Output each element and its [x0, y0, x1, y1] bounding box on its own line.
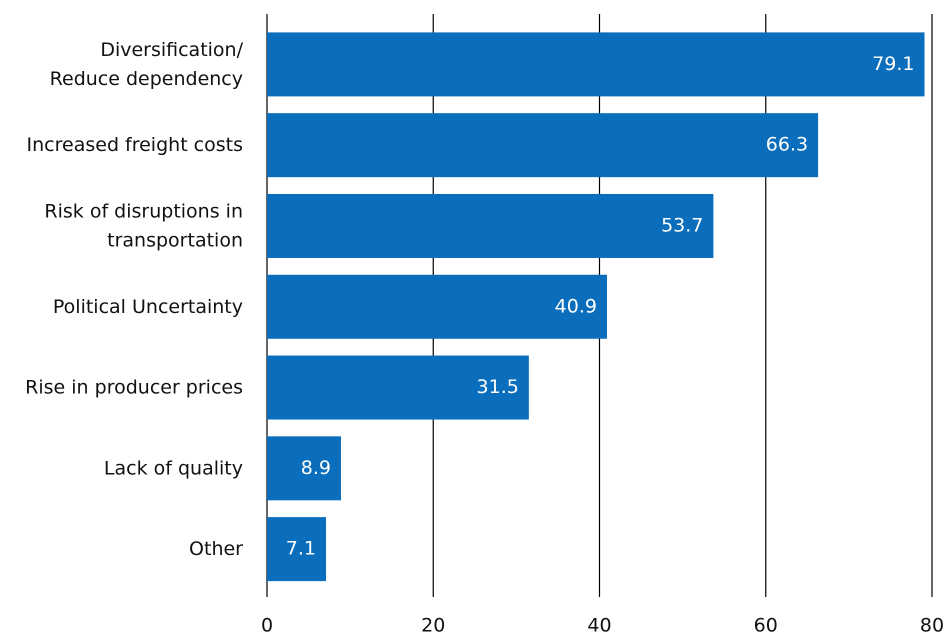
y-tick-label: Lack of quality — [104, 457, 243, 479]
y-tick-label-line: Reduce dependency — [50, 67, 243, 89]
value-label: 53.7 — [661, 214, 703, 236]
y-tick-label: Other — [189, 538, 243, 560]
y-tick-label-line: Risk of disruptions in — [44, 200, 243, 222]
x-tick-label: 20 — [421, 615, 445, 636]
y-tick-label: Risk of disruptions in transportation — [44, 200, 243, 251]
value-label: 31.5 — [477, 376, 519, 398]
x-tick-label: 0 — [261, 615, 273, 636]
bar — [267, 436, 341, 501]
y-tick-label-line: Lack of quality — [104, 457, 243, 479]
y-tick-label-line: Diversification/ — [100, 38, 243, 60]
value-label: 79.1 — [872, 53, 914, 75]
y-tick-label-line: Political Uncertainty — [53, 295, 243, 317]
bar — [267, 517, 327, 582]
y-tick-label-line: transportation — [107, 229, 243, 251]
y-tick-label: Rise in producer prices — [25, 376, 243, 398]
x-tick-label: 60 — [754, 615, 778, 636]
bar — [267, 32, 925, 97]
y-tick-label: Political Uncertainty — [53, 295, 243, 317]
value-label: 66.3 — [766, 134, 808, 156]
value-label: 8.9 — [301, 457, 331, 479]
y-tick-label: Increased freight costs — [27, 134, 243, 156]
bar — [267, 193, 714, 258]
bar — [267, 113, 819, 178]
bar — [267, 274, 607, 339]
y-tick-label-line: Rise in producer prices — [25, 376, 243, 398]
value-label: 40.9 — [555, 295, 597, 317]
x-tick-label: 40 — [587, 615, 611, 636]
y-tick-label-line: Increased freight costs — [27, 134, 243, 156]
x-tick-label: 80 — [920, 615, 944, 636]
bar — [267, 355, 529, 420]
y-tick-label-line: Other — [189, 538, 243, 560]
y-tick-label: Diversification/Reduce dependency — [50, 38, 244, 89]
value-label: 7.1 — [286, 538, 316, 560]
